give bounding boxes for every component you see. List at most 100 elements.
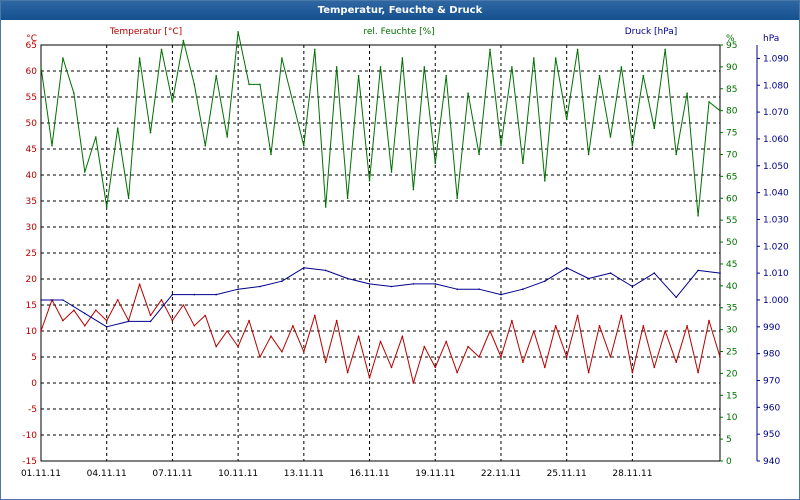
- temperature-point: [226, 330, 228, 332]
- humidity-tick-label: 65: [726, 172, 737, 182]
- window-title: Temperatur, Feuchte & Druck: [1, 1, 799, 20]
- humidity-point: [642, 74, 645, 77]
- temperature-point: [237, 345, 239, 348]
- temperature-point: [719, 356, 721, 358]
- temperature-point: [346, 371, 349, 374]
- temperature-tick-label: 20: [26, 275, 38, 285]
- x-tick-label: 16.11.11: [350, 469, 390, 479]
- x-tick-label: 01.11.11: [21, 469, 61, 479]
- temperature-point: [511, 319, 513, 322]
- pressure-point: [215, 293, 217, 296]
- x-tick-label: 10.11.11: [218, 469, 258, 479]
- humidity-point: [51, 144, 53, 147]
- pressure-point: [105, 326, 108, 328]
- temperature-point: [544, 366, 546, 369]
- x-tick-label: 28.11.11: [612, 469, 652, 479]
- chart-area: -15-10-505101520253035404550556065°C0510…: [21, 27, 789, 479]
- humidity-point: [281, 57, 283, 59]
- temperature-tick-label: 55: [26, 93, 37, 103]
- temperature-point: [565, 356, 568, 358]
- temperature-point: [686, 325, 688, 327]
- pressure-tick-label: 1.090: [763, 54, 789, 64]
- temperature-tick-label: 0: [31, 379, 37, 389]
- temperature-point: [84, 325, 86, 327]
- humidity-point: [368, 179, 371, 182]
- humidity-point: [204, 144, 207, 147]
- temperature-point: [664, 330, 666, 332]
- grid: [40, 44, 721, 462]
- pressure-tick-label: 1.080: [763, 81, 789, 91]
- humidity-tick-label: 55: [726, 216, 737, 226]
- pressure-point: [171, 293, 174, 296]
- humidity-point: [500, 144, 502, 147]
- humidity-point: [215, 74, 217, 77]
- humidity-point: [116, 127, 119, 129]
- pressure-tick-label: 1.060: [763, 135, 789, 145]
- x-tick-label: 25.11.11: [547, 469, 587, 479]
- humidity-tick-label: 90: [726, 63, 738, 73]
- humidity-point: [675, 153, 677, 156]
- humidity-tick-label: 95: [726, 41, 737, 51]
- humidity-point: [609, 136, 612, 138]
- temperature-tick-label: 50: [26, 119, 38, 129]
- temperature-point: [335, 319, 338, 322]
- humidity-point: [73, 92, 75, 94]
- humidity-point: [303, 144, 305, 147]
- temperature-point: [116, 299, 119, 301]
- temperature-point: [423, 345, 426, 348]
- humidity-point: [434, 162, 437, 164]
- humidity-point: [226, 136, 228, 138]
- humidity-point: [149, 131, 152, 134]
- pressure-tick-label: 980: [763, 350, 780, 360]
- pressure-point: [303, 267, 305, 269]
- temperature-point: [292, 325, 294, 327]
- humidity-tick-label: 45: [726, 260, 737, 270]
- pressure-tick-label: 970: [763, 376, 780, 386]
- pressure-point: [675, 296, 677, 299]
- humidity-axis-title: rel. Feuchte [%]: [363, 27, 434, 37]
- temperature-point: [259, 356, 261, 358]
- humidity-point: [401, 57, 404, 59]
- pressure-point: [456, 288, 459, 291]
- pressure-point: [40, 299, 42, 301]
- humidity-point: [390, 171, 393, 173]
- pressure-tick-label: 960: [763, 403, 780, 413]
- temperature-point: [149, 314, 152, 317]
- humidity-point: [697, 215, 699, 217]
- temperature-point: [609, 356, 612, 358]
- humidity-point: [248, 83, 250, 86]
- temperature-tick-label: 5: [31, 353, 37, 363]
- temperature-point: [631, 371, 634, 374]
- temperature-tick-label: 40: [26, 171, 38, 181]
- temperature-point: [368, 377, 371, 379]
- humidity-point: [182, 39, 185, 42]
- temperature-point: [434, 366, 437, 369]
- temperature-point: [653, 366, 656, 369]
- humidity-tick-label: 70: [726, 150, 738, 160]
- humidity-point: [544, 179, 546, 182]
- temperature-tick-label: 60: [26, 67, 38, 77]
- humidity-point: [412, 188, 415, 191]
- temperature-point: [215, 345, 217, 348]
- temperature-tick-label: -10: [22, 431, 37, 441]
- pressure-point: [587, 277, 590, 280]
- humidity-point: [324, 206, 327, 208]
- humidity-tick-label: 85: [726, 85, 737, 95]
- humidity-point: [719, 109, 721, 112]
- temperature-point: [620, 314, 623, 317]
- pressure-point: [193, 293, 196, 296]
- pressure-point: [565, 267, 568, 269]
- humidity-tick-label: 30: [726, 326, 738, 336]
- pressure-tick-label: 1.020: [763, 242, 789, 252]
- x-tick-label: 13.11.11: [284, 469, 324, 479]
- humidity-point: [511, 66, 513, 68]
- humidity-point: [445, 74, 448, 77]
- temperature-point: [445, 340, 448, 343]
- temperature-point: [675, 361, 677, 364]
- humidity-tick-label: 60: [726, 194, 738, 204]
- pressure-point: [149, 320, 152, 323]
- humidity-tick-label: 80: [726, 107, 738, 117]
- x-tick-label: 22.11.11: [481, 469, 521, 479]
- humidity-point: [357, 74, 360, 77]
